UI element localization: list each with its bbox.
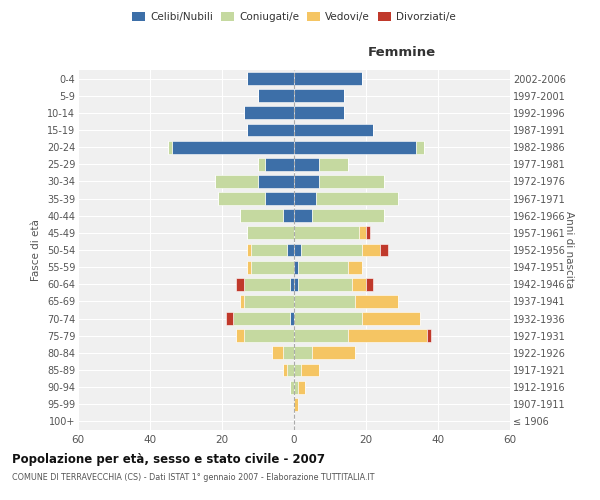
Bar	[247, 244, 251, 256]
Bar	[244, 295, 294, 308]
Bar	[348, 260, 362, 274]
Bar	[247, 226, 294, 239]
Bar	[416, 140, 424, 153]
Bar	[283, 210, 294, 222]
Text: Popolazione per età, sesso e stato civile - 2007: Popolazione per età, sesso e stato civil…	[12, 452, 325, 466]
Bar	[294, 90, 344, 102]
Bar	[366, 226, 370, 239]
Bar	[294, 260, 298, 274]
Bar	[427, 330, 431, 342]
Bar	[294, 72, 362, 85]
Bar	[272, 346, 283, 360]
Bar	[362, 244, 380, 256]
Bar	[258, 90, 294, 102]
Bar	[258, 175, 294, 188]
Bar	[236, 278, 244, 290]
Bar	[218, 192, 265, 205]
Bar	[290, 278, 294, 290]
Bar	[294, 398, 298, 410]
Bar	[380, 244, 388, 256]
Bar	[301, 364, 319, 376]
Bar	[265, 158, 294, 170]
Bar	[294, 175, 319, 188]
Bar	[294, 295, 355, 308]
Bar	[244, 330, 294, 342]
Bar	[283, 346, 294, 360]
Bar	[258, 158, 265, 170]
Bar	[294, 192, 316, 205]
Text: Femmine: Femmine	[368, 46, 436, 59]
Y-axis label: Fasce di età: Fasce di età	[31, 219, 41, 281]
Bar	[348, 330, 427, 342]
Bar	[233, 312, 290, 325]
Bar	[298, 260, 348, 274]
Bar	[247, 260, 251, 274]
Bar	[294, 278, 298, 290]
Legend: Celibi/Nubili, Coniugati/e, Vedovi/e, Divorziati/e: Celibi/Nubili, Coniugati/e, Vedovi/e, Di…	[128, 8, 460, 26]
Bar	[240, 210, 283, 222]
Bar	[294, 330, 348, 342]
Bar	[287, 244, 294, 256]
Bar	[247, 124, 294, 136]
Bar	[316, 192, 398, 205]
Bar	[287, 364, 294, 376]
Bar	[215, 175, 258, 188]
Bar	[312, 346, 355, 360]
Bar	[294, 244, 301, 256]
Bar	[226, 312, 233, 325]
Bar	[283, 364, 287, 376]
Bar	[319, 175, 384, 188]
Bar	[294, 210, 312, 222]
Bar	[352, 278, 366, 290]
Bar	[236, 330, 244, 342]
Y-axis label: Anni di nascita: Anni di nascita	[564, 212, 574, 288]
Bar	[265, 192, 294, 205]
Bar	[172, 140, 294, 153]
Bar	[294, 364, 301, 376]
Bar	[294, 140, 416, 153]
Bar	[294, 346, 312, 360]
Bar	[240, 295, 244, 308]
Bar	[251, 260, 294, 274]
Bar	[362, 312, 420, 325]
Bar	[294, 380, 298, 394]
Bar	[294, 124, 373, 136]
Bar	[366, 278, 373, 290]
Bar	[247, 72, 294, 85]
Bar	[251, 244, 287, 256]
Bar	[298, 380, 305, 394]
Bar	[290, 312, 294, 325]
Bar	[294, 158, 319, 170]
Bar	[294, 312, 362, 325]
Bar	[359, 226, 366, 239]
Bar	[290, 380, 294, 394]
Bar	[319, 158, 348, 170]
Bar	[168, 140, 172, 153]
Bar	[312, 210, 384, 222]
Bar	[294, 226, 359, 239]
Bar	[298, 278, 352, 290]
Bar	[244, 278, 290, 290]
Text: COMUNE DI TERRAVECCHIA (CS) - Dati ISTAT 1° gennaio 2007 - Elaborazione TUTTITAL: COMUNE DI TERRAVECCHIA (CS) - Dati ISTAT…	[12, 472, 374, 482]
Bar	[294, 106, 344, 120]
Bar	[244, 106, 294, 120]
Bar	[301, 244, 362, 256]
Bar	[355, 295, 398, 308]
